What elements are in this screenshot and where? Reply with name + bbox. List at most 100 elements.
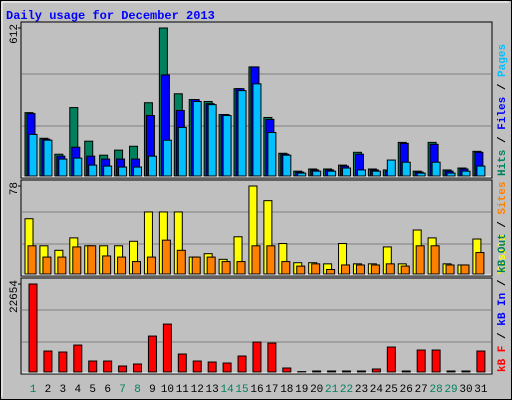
bar [28, 246, 36, 274]
bar [193, 102, 201, 176]
bar [417, 350, 425, 372]
bar [118, 257, 126, 274]
bar [163, 324, 171, 372]
bar [312, 264, 320, 274]
x-tick-label: 29 [444, 384, 457, 396]
bar [29, 284, 37, 372]
x-tick-label: 12 [191, 384, 204, 396]
legend-entry: Files [497, 97, 509, 130]
bar [237, 262, 245, 274]
bar [343, 371, 351, 372]
x-tick-label: 18 [280, 384, 293, 396]
bar [208, 362, 216, 372]
bar [29, 134, 37, 176]
bar [74, 158, 82, 176]
bar [343, 168, 351, 176]
bar [371, 265, 379, 274]
bar [357, 170, 365, 176]
bar [74, 345, 82, 372]
bar [401, 266, 409, 274]
x-tick-label: 13 [206, 384, 219, 396]
bar [372, 369, 380, 372]
bar [89, 361, 97, 372]
bar [252, 246, 260, 274]
bar [432, 162, 440, 176]
bar [119, 167, 127, 176]
bar [432, 350, 440, 372]
bar [297, 266, 305, 274]
bar [462, 171, 470, 176]
bar [178, 127, 186, 176]
x-tick-label: 10 [161, 384, 174, 396]
bar [223, 116, 231, 176]
bar [223, 363, 231, 372]
bar [282, 262, 290, 274]
bar [89, 165, 97, 176]
bar [88, 246, 96, 274]
bar [447, 371, 455, 372]
x-tick-label: 31 [474, 384, 488, 396]
x-tick-label: 21 [325, 384, 339, 396]
x-tick-label: 16 [250, 384, 263, 396]
bar [447, 173, 455, 176]
bar [372, 171, 380, 176]
bar [462, 371, 470, 372]
legend-separator: / [497, 326, 509, 346]
x-tick-label: 23 [355, 384, 368, 396]
bar [253, 84, 261, 176]
legend-entry: kB In [497, 293, 509, 326]
bar [327, 269, 335, 274]
bar [477, 351, 485, 372]
x-tick-label: 4 [74, 384, 81, 396]
bar [162, 240, 170, 274]
bar [43, 257, 51, 274]
bar [268, 343, 276, 372]
x-tick-label: 22 [340, 384, 353, 396]
bar [402, 162, 410, 176]
legend-entry: Hits [497, 150, 509, 176]
y-tick-label: 22654 [9, 280, 21, 313]
bar [103, 256, 111, 274]
bar [238, 356, 246, 372]
x-tick-label: 11 [176, 384, 190, 396]
bar [313, 171, 321, 176]
x-tick-label: 30 [459, 384, 472, 396]
bar [134, 167, 142, 176]
x-tick-label: 19 [295, 384, 308, 396]
bar [73, 247, 81, 274]
bar [147, 257, 155, 274]
bar [192, 257, 200, 274]
bar [119, 366, 127, 372]
bar [208, 105, 216, 176]
x-tick-label: 28 [430, 384, 443, 396]
x-tick-label: 6 [104, 384, 111, 396]
x-tick-label: 20 [310, 384, 323, 396]
bar [328, 171, 336, 176]
bar [386, 264, 394, 274]
legend: kB F / kB In / kB Out [497, 233, 509, 372]
x-tick-label: 8 [134, 384, 141, 396]
bar [193, 361, 201, 372]
bar [59, 159, 67, 176]
bar [104, 361, 112, 372]
bar [148, 336, 156, 372]
y-tick-label: 612 [9, 24, 21, 44]
bar [356, 265, 364, 274]
bar [177, 250, 185, 274]
bar [148, 156, 156, 176]
bar [267, 246, 275, 274]
legend-separator: / [497, 273, 509, 293]
x-tick-label: 14 [220, 384, 234, 396]
legend-entry: kB F [497, 346, 509, 372]
bar [387, 160, 395, 176]
bar [163, 140, 171, 176]
legend-entry: Pages [497, 44, 509, 77]
legend-entry: Sites [497, 182, 509, 215]
x-tick-label: 2 [45, 384, 52, 396]
bar [446, 265, 454, 274]
bar [59, 352, 67, 372]
bar [477, 166, 485, 176]
bar [416, 246, 424, 274]
